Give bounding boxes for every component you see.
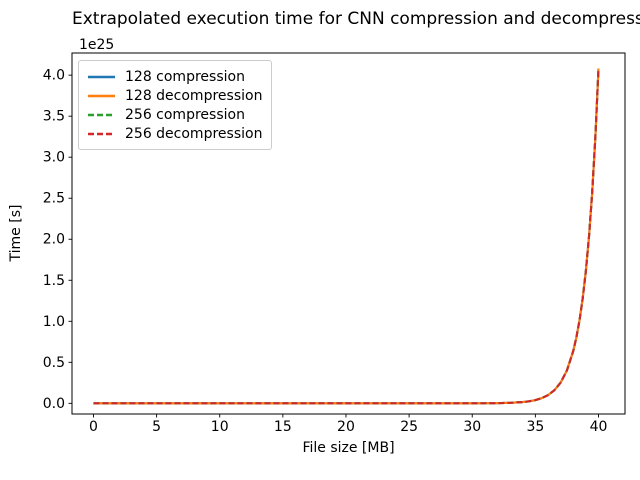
legend-entry: 256 decompression: [88, 124, 262, 143]
legend: 128 compression 128 decompression 256 comp…: [78, 60, 273, 150]
x-tick-label: 0: [89, 419, 98, 435]
legend-entry: 128 decompression: [88, 86, 262, 105]
x-tick-label: 10: [211, 419, 229, 435]
legend-label: 256 decompression: [125, 125, 263, 142]
x-tick-label: 30: [463, 419, 481, 435]
x-axis-label: File size [MB]: [302, 440, 395, 456]
x-tick-label: 40: [590, 419, 608, 435]
axes-frame: [71, 52, 626, 415]
y-axis-offset-text: 1e25: [79, 37, 115, 53]
legend-entry: 256 compression: [88, 105, 262, 124]
y-tick-label: 0.5: [43, 355, 65, 371]
x-tick-label: 25: [400, 419, 418, 435]
x-tick-label: 15: [274, 419, 292, 435]
y-tick-label: 3.5: [43, 109, 65, 125]
x-tick-label: 5: [152, 419, 161, 435]
legend-label: 256 compression: [125, 106, 245, 123]
legend-line-sample: [88, 132, 115, 135]
y-tick-label: 3.0: [43, 150, 65, 166]
legend-label: 128 decompression: [125, 87, 263, 104]
legend-line-sample: [88, 94, 115, 97]
legend-label: 128 compression: [125, 68, 245, 85]
y-tick-label: 1.5: [43, 273, 65, 289]
chart-title: Extrapolated execution time for CNN comp…: [72, 9, 640, 29]
legend-entry: 128 compression: [88, 67, 262, 86]
x-tick-label: 20: [337, 419, 355, 435]
y-tick-label: 4.0: [43, 68, 65, 84]
y-tick-label: 0.0: [43, 396, 65, 412]
y-tick-label: 1.0: [43, 314, 65, 330]
y-tick-label: 2.0: [43, 232, 65, 248]
legend-line-sample: [88, 75, 115, 78]
legend-line-sample: [88, 113, 115, 116]
series-line-256-decompression: [93, 68, 600, 405]
x-tick-label: 35: [526, 419, 544, 435]
y-tick-label: 2.5: [43, 191, 65, 207]
